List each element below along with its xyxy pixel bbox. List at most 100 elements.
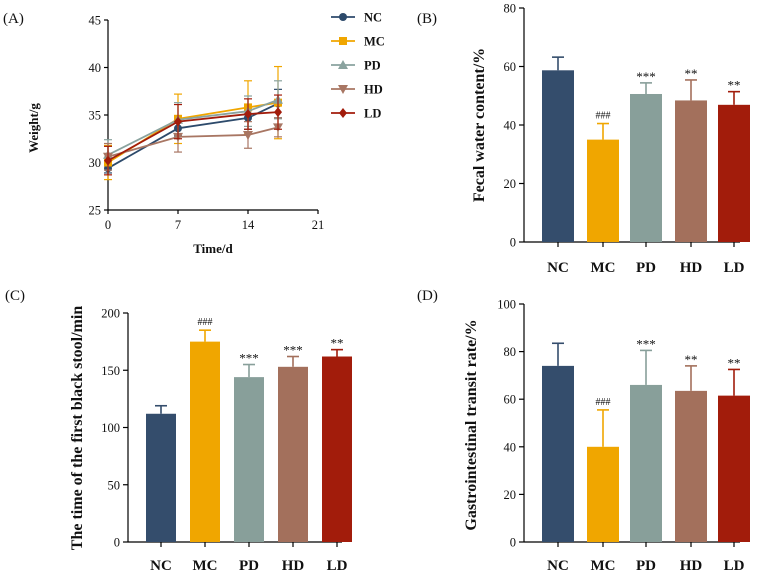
significance-pd: *** [636, 69, 656, 84]
y-tick-label: 20 [504, 488, 517, 502]
y-tick-label: 35 [89, 109, 102, 123]
bar-hd [278, 366, 308, 542]
chart-d-ylabel: Gastrointestinal transit rate/% [463, 319, 480, 530]
y-tick-label: 100 [101, 421, 120, 435]
category-label-pd: PD [239, 558, 259, 574]
category-label-pd: PD [636, 260, 656, 276]
category-label-ld: LD [724, 558, 745, 574]
y-tick-label: 25 [89, 204, 102, 218]
category-label-nc: NC [547, 558, 569, 574]
legend-marker-hd [338, 85, 348, 94]
bar-mc [587, 139, 619, 242]
category-label-mc: MC [591, 558, 616, 574]
significance-ld: ** [728, 78, 741, 93]
x-tick-label: 7 [175, 218, 181, 232]
series-line-nc [107, 102, 279, 169]
bar-ld [718, 104, 750, 242]
y-tick-label: 80 [504, 345, 517, 359]
y-tick-label: 60 [504, 60, 517, 74]
legend-label-pd: PD [364, 59, 381, 73]
y-tick-label: 80 [504, 2, 517, 16]
significance-ld: ** [331, 336, 344, 351]
bar-nc [542, 70, 574, 243]
gi-transit-bar-chart: Gastrointestinal transit rate/% 0 20 40 60 8… [463, 298, 750, 574]
bar-hd [675, 390, 707, 542]
category-label-mc: MC [591, 260, 616, 276]
y-tick-label: 50 [108, 478, 121, 492]
bar-mc [587, 446, 619, 542]
bar-pd [630, 384, 662, 542]
series-line-pd [107, 98, 279, 156]
fecal-water-bar-chart: Fecal water content/% 0 20 40 60 80 NC MC ### PD… [471, 2, 750, 276]
x-tick-label: 14 [242, 218, 255, 232]
category-label-hd: HD [680, 558, 703, 574]
data-point-ld [244, 109, 252, 120]
legend-marker-ld [339, 108, 347, 118]
bar-ld [718, 395, 750, 542]
significance-mc: ### [596, 111, 611, 122]
legend-marker-pd [338, 60, 348, 69]
bar-mc [190, 341, 220, 542]
category-label-hd: HD [680, 260, 703, 276]
y-tick-label: 150 [101, 364, 120, 378]
y-tick-label: 40 [504, 440, 517, 454]
significance-pd: *** [636, 336, 656, 351]
series-line-ld [107, 111, 279, 162]
y-tick-label: 100 [497, 298, 516, 312]
y-tick-label: 40 [89, 61, 102, 75]
category-label-nc: NC [547, 260, 569, 276]
significance-mc: ### [198, 317, 213, 328]
data-point-hd [243, 130, 253, 140]
legend-label-nc: NC [364, 11, 382, 25]
legend-label-hd: HD [364, 83, 383, 97]
data-point-ld [104, 155, 112, 166]
series-line-hd [107, 126, 279, 158]
legend-label-ld: LD [364, 107, 381, 121]
significance-pd: *** [239, 351, 259, 366]
y-tick-label: 0 [510, 236, 516, 250]
y-tick-label: 60 [504, 393, 517, 407]
chart-c-ylabel: The time of the first black stool/min [69, 306, 86, 551]
legend-marker-mc [339, 37, 347, 45]
bar-nc [146, 413, 176, 542]
chart-a-ylabel: Weight/g [26, 103, 41, 153]
significance-hd: *** [283, 343, 303, 358]
significance-ld: ** [728, 355, 741, 370]
bar-nc [542, 365, 574, 542]
bar-pd [234, 377, 264, 542]
category-label-mc: MC [193, 558, 218, 574]
category-label-ld: LD [724, 260, 745, 276]
significance-hd: ** [685, 352, 698, 367]
category-label-hd: HD [282, 558, 305, 574]
x-tick-label: 0 [105, 218, 111, 232]
y-tick-label: 0 [114, 536, 120, 550]
legend-label-mc: MC [364, 35, 385, 49]
bar-ld [322, 356, 352, 542]
chart-b-ylabel: Fecal water content/% [471, 48, 488, 202]
y-tick-label: 20 [504, 177, 517, 191]
black-stool-bar-chart: The time of the first black stool/min 0 5… [69, 306, 352, 574]
weight-line-chart: Weight/g Time/d 25 30 35 40 45 0 7 14 21 NC MC PD HD… [26, 11, 385, 257]
panel-label-d: (D) [417, 288, 438, 304]
bar-pd [630, 93, 662, 243]
legend-marker-nc [339, 13, 347, 21]
y-tick-label: 0 [510, 536, 516, 550]
data-point-ld [274, 107, 282, 118]
panel-label-a: (A) [3, 11, 24, 27]
category-label-nc: NC [150, 558, 172, 574]
y-tick-label: 200 [101, 307, 120, 321]
data-point-ld [174, 116, 182, 127]
category-label-pd: PD [636, 558, 656, 574]
y-tick-label: 40 [504, 119, 517, 133]
chart-a-xlabel: Time/d [193, 241, 233, 256]
significance-hd: ** [685, 66, 698, 81]
y-tick-label: 45 [89, 14, 102, 28]
significance-mc: ### [596, 397, 611, 408]
panel-label-b: (B) [417, 11, 437, 27]
panel-label-c: (C) [5, 288, 25, 304]
category-label-ld: LD [327, 558, 348, 574]
bar-hd [675, 100, 707, 243]
x-tick-label: 21 [312, 218, 325, 232]
y-tick-label: 30 [89, 156, 102, 170]
